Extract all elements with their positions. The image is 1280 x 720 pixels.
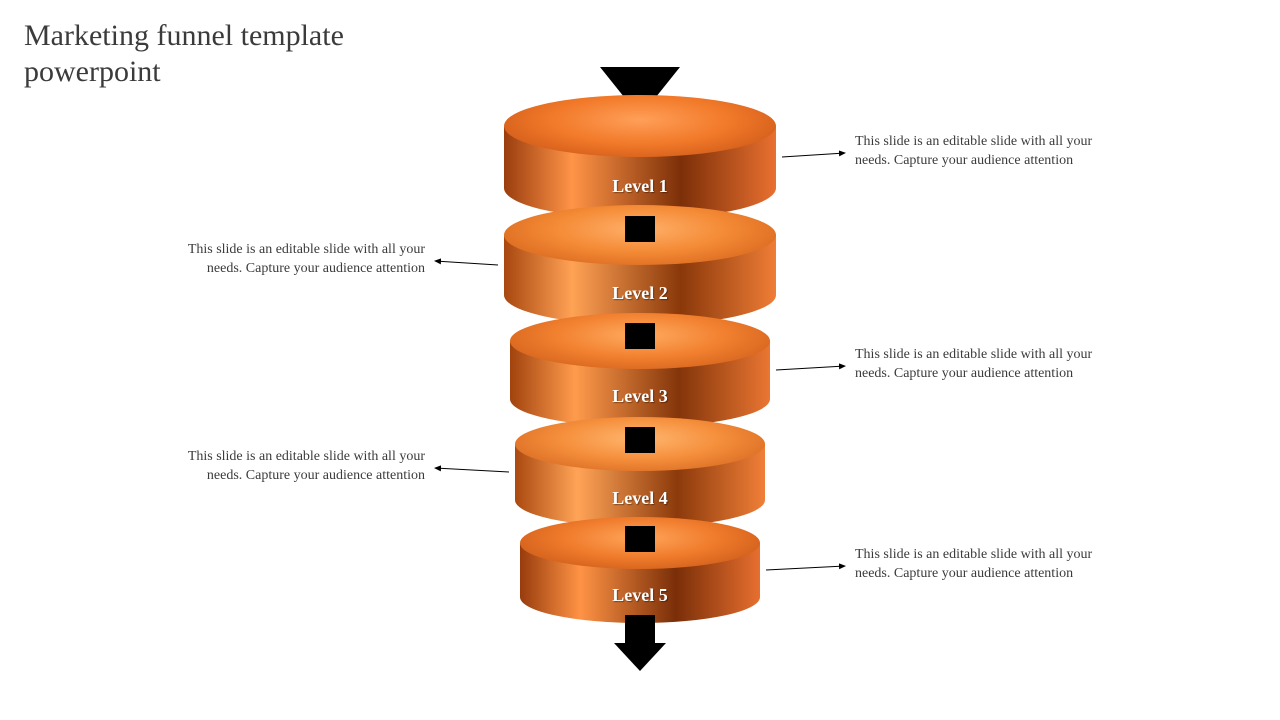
funnel-callout: This slide is an editable slide with all… — [855, 133, 1110, 171]
callout-arrow-line — [766, 566, 845, 570]
funnel-level-label: Level 2 — [504, 283, 776, 304]
slide-root: Marketing funnel template powerpoint Lev… — [0, 0, 1280, 720]
funnel-level-label: Level 1 — [504, 176, 776, 197]
funnel-level: Level 1 — [504, 95, 776, 219]
funnel-callout: This slide is an editable slide with all… — [170, 241, 425, 279]
funnel-connector — [625, 323, 655, 349]
callout-arrow-line — [435, 261, 498, 265]
funnel-connector — [625, 526, 655, 552]
cylinder-top — [504, 95, 776, 157]
callout-arrow-line — [776, 366, 845, 370]
funnel-callout: This slide is an editable slide with all… — [855, 346, 1110, 384]
funnel-callout: This slide is an editable slide with all… — [170, 448, 425, 486]
funnel-callout: This slide is an editable slide with all… — [855, 546, 1110, 584]
callout-arrow-line — [782, 153, 845, 157]
callout-arrow-line — [435, 468, 509, 472]
funnel-output-arrow-shaft — [625, 615, 655, 643]
funnel-level-label: Level 5 — [520, 585, 760, 606]
diagram-stage: Level 1 This slide is an editable slide w… — [0, 55, 1280, 715]
funnel-level-label: Level 4 — [515, 488, 765, 509]
funnel-connector — [625, 427, 655, 453]
funnel-connector — [625, 216, 655, 242]
funnel-output-arrow-head — [614, 643, 666, 671]
funnel-level-label: Level 3 — [510, 386, 770, 407]
